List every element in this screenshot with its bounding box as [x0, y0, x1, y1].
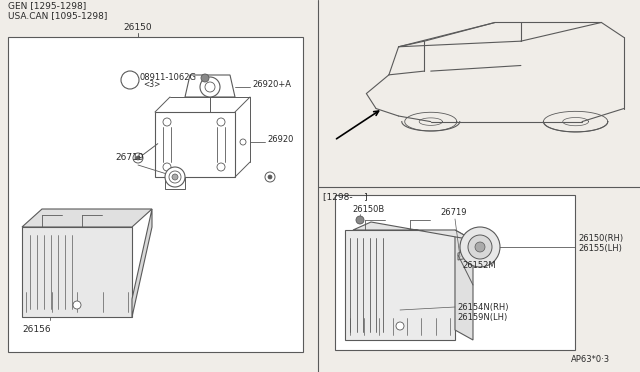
Circle shape [396, 322, 404, 330]
Text: <3>: <3> [143, 80, 161, 89]
Bar [145, 162, 265, 202]
Circle shape [136, 156, 140, 160]
Polygon shape [165, 177, 185, 189]
Polygon shape [22, 209, 152, 227]
Circle shape [121, 71, 139, 89]
Text: 26152M: 26152M [462, 261, 495, 270]
Circle shape [217, 118, 225, 126]
Circle shape [356, 216, 364, 224]
Circle shape [165, 167, 185, 187]
Polygon shape [458, 250, 472, 260]
Polygon shape [22, 227, 132, 317]
Bar [335, 195, 575, 350]
Text: 26150: 26150 [124, 23, 152, 32]
Text: 26920: 26920 [267, 135, 293, 144]
Text: 26150B: 26150B [352, 205, 384, 214]
Text: 26159N(LH): 26159N(LH) [457, 313, 508, 322]
Circle shape [468, 235, 492, 259]
Polygon shape [455, 230, 473, 340]
Text: [1298-    ]: [1298- ] [323, 192, 367, 201]
Circle shape [169, 171, 181, 183]
Circle shape [163, 163, 171, 171]
Text: 08911-1062G: 08911-1062G [140, 74, 197, 83]
Circle shape [201, 74, 209, 82]
Circle shape [73, 301, 81, 309]
Circle shape [217, 163, 225, 171]
Circle shape [205, 82, 215, 92]
Polygon shape [132, 209, 152, 317]
Text: 26719: 26719 [115, 153, 143, 162]
Text: 26920+A: 26920+A [252, 80, 291, 89]
Circle shape [268, 175, 272, 179]
Polygon shape [185, 75, 235, 97]
Circle shape [460, 227, 500, 267]
Circle shape [200, 77, 220, 97]
Circle shape [163, 118, 171, 126]
Polygon shape [345, 230, 455, 340]
Circle shape [265, 172, 275, 182]
Circle shape [133, 153, 143, 163]
Text: AP63*0·3: AP63*0·3 [571, 355, 610, 364]
Bar [8, 37, 303, 352]
Polygon shape [353, 222, 473, 240]
Circle shape [172, 174, 178, 180]
Bar [17, 202, 157, 322]
Text: 26150(RH): 26150(RH) [578, 234, 623, 243]
Text: USA.CAN [1095-1298]: USA.CAN [1095-1298] [8, 11, 108, 20]
Circle shape [240, 139, 246, 145]
Text: GEN [1295-1298]: GEN [1295-1298] [8, 1, 86, 10]
Text: 26719: 26719 [440, 208, 467, 217]
Polygon shape [155, 112, 235, 177]
Text: N: N [127, 76, 134, 84]
Text: 26156: 26156 [22, 325, 51, 334]
Text: 26154N(RH): 26154N(RH) [457, 303, 509, 312]
Text: 26155(LH): 26155(LH) [578, 244, 622, 253]
Circle shape [475, 242, 485, 252]
